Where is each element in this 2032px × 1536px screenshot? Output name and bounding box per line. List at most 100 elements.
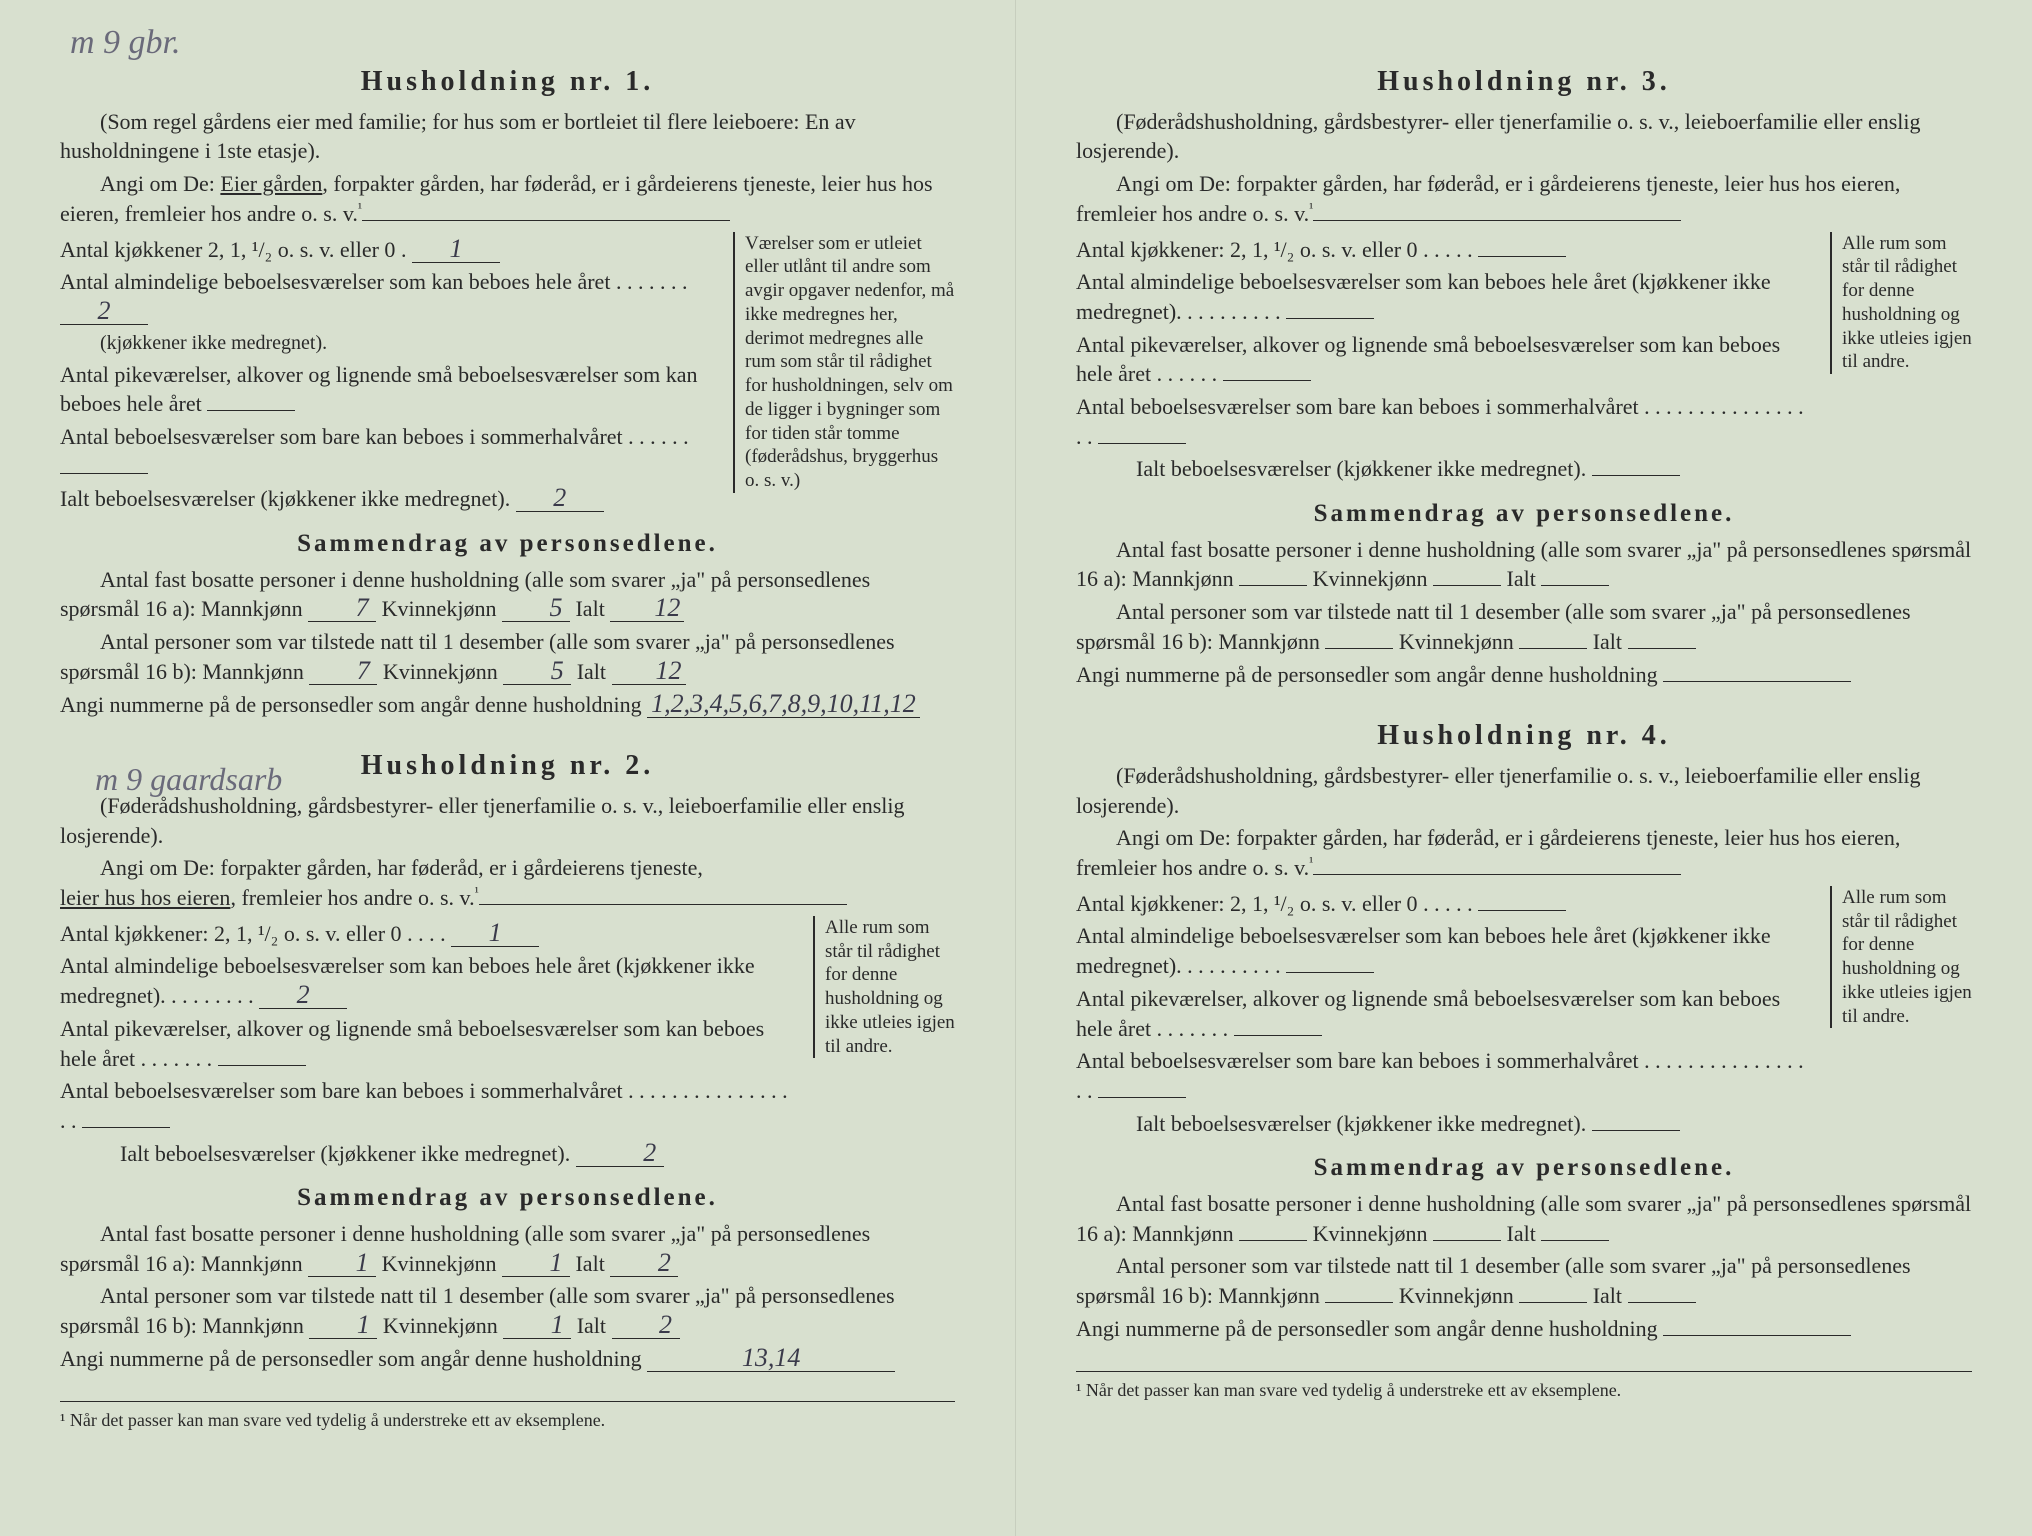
hh2-total: Ialt beboelsesværelser (kjøkkener ikke m…	[60, 1139, 795, 1169]
hh2-kitchen: Antal kjøkkener: 2, 1, ¹/₂ o. s. v. elle…	[60, 919, 795, 949]
hh2-summary-title: Sammendrag av personsedlene.	[60, 1181, 955, 1215]
i: 12	[610, 595, 684, 622]
m	[1239, 1240, 1307, 1241]
hh2-angi: Angi om De: forpakter gården, har føderå…	[60, 853, 955, 912]
hh3-nums: Angi nummerne på de personsedler som ang…	[1076, 660, 1972, 690]
hh3-kitchen: Antal kjøkkener: 2, 1, ¹/₂ o. s. v. elle…	[1076, 235, 1812, 265]
r2: , fremleier hos andre o. s. v.	[230, 885, 474, 910]
k	[1433, 1240, 1501, 1241]
hh4-16b: Antal personer som var tilstede natt til…	[1076, 1251, 1972, 1310]
v	[1478, 910, 1566, 911]
il: Ialt	[575, 1251, 604, 1276]
v	[1098, 443, 1186, 444]
hh1-total: Ialt beboelsesværelser (kjøkkener ikke m…	[60, 484, 715, 514]
hh3-16a: Antal fast bosatte personer i denne hush…	[1076, 535, 1972, 594]
k: 5	[503, 658, 571, 685]
q: Antal beboelsesværelser som bare kan beb…	[60, 424, 623, 449]
v	[1592, 475, 1680, 476]
kl: Kvinnekjønn	[1313, 566, 1428, 591]
s: ¹	[1309, 202, 1313, 217]
v	[1286, 972, 1374, 973]
hh2-16b: Antal personer som var tilstede natt til…	[60, 1281, 955, 1340]
angi-fill	[362, 220, 730, 221]
v: 2	[60, 298, 148, 325]
hh3-pike: Antal pikeværelser, alkover og lignende …	[1076, 330, 1812, 389]
v	[207, 410, 295, 411]
f	[479, 904, 847, 905]
v: 2	[259, 982, 347, 1009]
q: Antal kjøkkener: 2, 1, ¹/₂ o. s. v. elle…	[1076, 891, 1418, 916]
p: Angi om De:	[1116, 825, 1231, 850]
hh4-angi: Angi om De: forpakter gården, har føderå…	[1076, 823, 1972, 882]
footnote-left: ¹ Når det passer kan man svare ved tydel…	[60, 1401, 955, 1432]
v: 2	[576, 1140, 664, 1167]
hh4-kitchen: Antal kjøkkener: 2, 1, ¹/₂ o. s. v. elle…	[1076, 889, 1812, 919]
hh2-pike: Antal pikeværelser, alkover og lignende …	[60, 1014, 795, 1073]
m	[1325, 1302, 1393, 1303]
q: Ialt beboelsesværelser (kjøkkener ikke m…	[60, 486, 510, 511]
v	[1098, 1097, 1186, 1098]
hh4-nums: Angi nummerne på de personsedler som ang…	[1076, 1314, 1972, 1344]
hh4-total: Ialt beboelsesværelser (kjøkkener ikke m…	[1076, 1109, 1812, 1139]
hh1-pike: Antal pikeværelser, alkover og lignende …	[60, 360, 715, 419]
hh2-summer: Antal beboelsesværelser som bare kan beb…	[60, 1076, 795, 1135]
i: 2	[612, 1312, 680, 1339]
household-3: Husholdning nr. 3. (Føderådshusholdning,…	[1076, 63, 1972, 689]
il: Ialt	[577, 659, 606, 684]
hh1-summary-title: Sammendrag av personsedlene.	[60, 527, 955, 561]
hh3-summer: Antal beboelsesværelser som bare kan beb…	[1076, 392, 1812, 451]
f	[1313, 220, 1681, 221]
handwriting-mid: m 9 gaardsarb	[95, 758, 282, 801]
handwriting-top: m 9 gbr.	[70, 20, 181, 66]
hh3-summary-title: Sammendrag av personsedlene.	[1076, 497, 1972, 531]
hh4-title: Husholdning nr. 4.	[1076, 717, 1972, 755]
il: Ialt	[575, 596, 604, 621]
il: Ialt	[1593, 629, 1622, 654]
v	[1286, 318, 1374, 319]
kl: Kvinnekjønn	[1399, 1283, 1514, 1308]
kl: Kvinnekjønn	[1399, 629, 1514, 654]
q: Antal pikeværelser, alkover og lignende …	[60, 1016, 764, 1071]
v: 1	[412, 236, 500, 263]
q: Antal almindelige beboelsesværelser som …	[1076, 923, 1771, 978]
p: Angi om De:	[100, 855, 215, 880]
q: Ialt beboelsesværelser (kjøkkener ikke m…	[1136, 456, 1586, 481]
l: Angi nummerne på de personsedler som ang…	[60, 692, 642, 717]
hh2-rooms: Antal almindelige beboelsesværelser som …	[60, 951, 795, 1010]
hh1-nums: Angi nummerne på de personsedler som ang…	[60, 690, 955, 720]
s: ¹	[1309, 856, 1313, 871]
kl: Kvinnekjønn	[382, 596, 497, 621]
hh3-rooms: Antal almindelige beboelsesværelser som …	[1076, 267, 1812, 326]
v	[1478, 256, 1566, 257]
p: Angi om De:	[1116, 171, 1231, 196]
k	[1519, 648, 1587, 649]
f	[1313, 874, 1681, 875]
q: Antal almindelige beboelsesværelser som …	[60, 269, 610, 294]
hh4-columns: Antal kjøkkener: 2, 1, ¹/₂ o. s. v. elle…	[1076, 886, 1972, 1142]
hh3-sidenote: Alle rum som står til rådighet for denne…	[1830, 232, 1972, 375]
hh1-16b: Antal personer som var tilstede natt til…	[60, 627, 955, 686]
angi-prefix: Angi om De:	[100, 171, 215, 196]
hh3-title: Husholdning nr. 3.	[1076, 63, 1972, 101]
hh3-total: Ialt beboelsesværelser (kjøkkener ikke m…	[1076, 454, 1812, 484]
m: 7	[309, 658, 377, 685]
hh3-angi: Angi om De: forpakter gården, har føderå…	[1076, 169, 1972, 228]
v	[1663, 681, 1851, 682]
v	[1234, 1035, 1322, 1036]
v	[1223, 380, 1311, 381]
i	[1628, 1302, 1696, 1303]
q: Antal pikeværelser, alkover og lignende …	[1076, 332, 1780, 387]
hh1-note: (Som regel gårdens eier med familie; for…	[60, 107, 955, 166]
hh1-16a: Antal fast bosatte personer i denne hush…	[60, 565, 955, 624]
k	[1519, 1302, 1587, 1303]
hh3-16b: Antal personer som var tilstede natt til…	[1076, 597, 1972, 656]
hh4-pike: Antal pikeværelser, alkover og lignende …	[1076, 984, 1812, 1043]
m	[1239, 585, 1307, 586]
u: leier hus hos eieren	[60, 885, 230, 910]
hh1-rooms: Antal almindelige beboelsesværelser som …	[60, 267, 715, 356]
k	[1433, 585, 1501, 586]
q: Ialt beboelsesværelser (kjøkkener ikke m…	[120, 1141, 570, 1166]
v: 13,14	[647, 1345, 895, 1372]
k: 5	[502, 595, 570, 622]
s: ¹	[475, 886, 479, 901]
